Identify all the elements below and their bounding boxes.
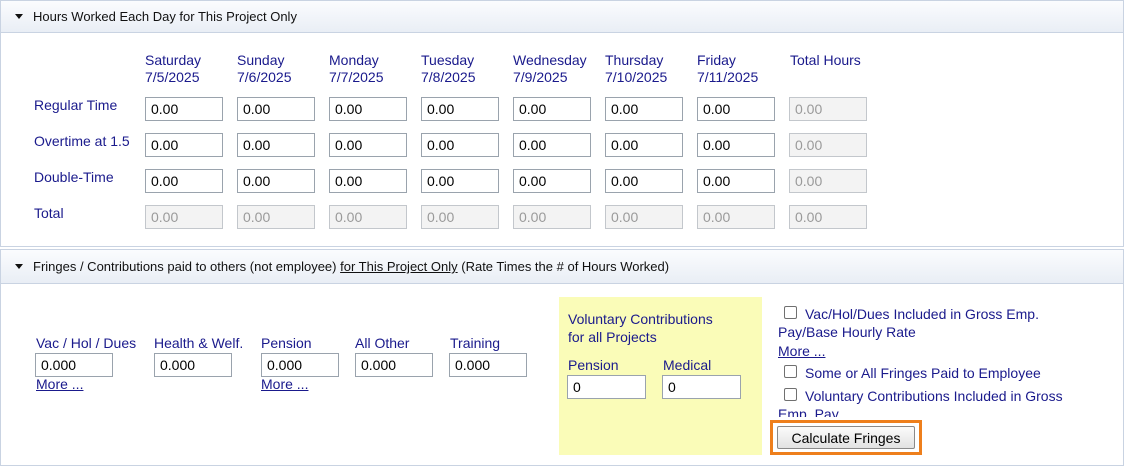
regular-time-friday-input[interactable] <box>697 97 775 121</box>
day-name: Sunday <box>237 52 285 68</box>
fringes-title-underlined: for This Project Only <box>340 259 458 274</box>
double-time-sunday-input[interactable] <box>237 169 315 193</box>
day-header-monday: Monday 7/7/2025 <box>329 52 384 86</box>
row-label-overtime: Overtime at 1.5 <box>34 133 130 149</box>
vac-hol-dues-label: Vac / Hol / Dues <box>36 335 137 351</box>
regular-time-tuesday-input[interactable] <box>421 97 499 121</box>
voluntary-pension-input[interactable] <box>567 375 646 399</box>
overtime-thursday-input[interactable] <box>605 133 683 157</box>
double-time-monday-input[interactable] <box>329 169 407 193</box>
regular-time-total-field <box>789 97 867 121</box>
day-header-sunday: Sunday 7/6/2025 <box>237 52 292 86</box>
health-welfare-label: Health & Welf. <box>154 335 244 351</box>
row-label-regular-time: Regular Time <box>34 97 118 113</box>
voluntary-medical-input[interactable] <box>662 375 741 399</box>
double-time-thursday-input[interactable] <box>605 169 683 193</box>
grand-total-field <box>789 205 867 229</box>
hours-panel-header[interactable]: Hours Worked Each Day for This Project O… <box>0 0 1124 33</box>
total-tuesday-field <box>421 205 499 229</box>
voluntary-heading-line1: Voluntary Contributions <box>568 311 713 327</box>
row-label-total: Total <box>34 205 64 221</box>
regular-time-saturday-input[interactable] <box>145 97 223 121</box>
overtime-monday-input[interactable] <box>329 133 407 157</box>
day-name: Friday <box>697 52 736 68</box>
day-header-wednesday: Wednesday 7/9/2025 <box>513 52 587 86</box>
voluntary-heading-line2: for all Projects <box>568 329 657 345</box>
row-label-double-time: Double-Time <box>34 169 114 185</box>
regular-time-monday-input[interactable] <box>329 97 407 121</box>
vac-included-label-line2: Pay/Base Hourly Rate <box>778 324 916 340</box>
double-time-tuesday-input[interactable] <box>421 169 499 193</box>
day-header-tuesday: Tuesday 7/8/2025 <box>421 52 476 86</box>
vac-included-checkbox[interactable] <box>784 306 797 319</box>
day-date: 7/5/2025 <box>145 69 200 85</box>
voluntary-pension-label: Pension <box>568 357 619 373</box>
total-monday-field <box>329 205 407 229</box>
double-time-saturday-input[interactable] <box>145 169 223 193</box>
voluntary-included-label-line2: Emp. Pay <box>778 406 839 417</box>
vac-hol-dues-input[interactable] <box>35 353 113 377</box>
day-date: 7/10/2025 <box>605 69 668 85</box>
vac-included-more-link[interactable]: More ... <box>778 343 826 359</box>
total-hours-header: Total Hours <box>790 52 861 68</box>
total-sunday-field <box>237 205 315 229</box>
day-name: Monday <box>329 52 379 68</box>
day-name: Saturday <box>145 52 202 68</box>
day-date: 7/6/2025 <box>237 69 292 85</box>
day-date: 7/11/2025 <box>697 69 759 85</box>
pension-label: Pension <box>261 335 312 351</box>
day-date: 7/9/2025 <box>513 69 568 85</box>
day-header-thursday: Thursday 7/10/2025 <box>605 52 667 86</box>
hours-panel-title: Hours Worked Each Day for This Project O… <box>33 9 297 24</box>
regular-time-sunday-input[interactable] <box>237 97 315 121</box>
collapse-triangle-icon[interactable] <box>15 14 23 19</box>
fringes-panel-header[interactable]: Fringes / Contributions paid to others (… <box>0 249 1124 284</box>
overtime-wednesday-input[interactable] <box>513 133 591 157</box>
all-other-label: All Other <box>355 335 410 351</box>
all-other-input[interactable] <box>355 353 433 377</box>
vac-more-link[interactable]: More ... <box>36 376 84 392</box>
total-friday-field <box>697 205 775 229</box>
collapse-triangle-icon[interactable] <box>15 264 23 269</box>
overtime-sunday-input[interactable] <box>237 133 315 157</box>
day-header-friday: Friday 7/11/2025 <box>697 52 758 86</box>
day-name: Tuesday <box>421 52 475 68</box>
some-all-fringes-label: Some or All Fringes Paid to Employee <box>805 365 1041 381</box>
some-all-fringes-checkbox[interactable] <box>784 365 797 378</box>
training-input[interactable] <box>449 353 527 377</box>
pension-input[interactable] <box>261 353 339 377</box>
pension-more-link[interactable]: More ... <box>261 376 309 392</box>
training-label: Training <box>450 335 501 351</box>
day-name: Wednesday <box>513 52 587 68</box>
calculate-fringes-button[interactable]: Calculate Fringes <box>777 426 915 449</box>
vac-included-label-line1: Vac/Hol/Dues Included in Gross Emp. <box>805 306 1039 322</box>
double-time-wednesday-input[interactable] <box>513 169 591 193</box>
health-welfare-input[interactable] <box>154 353 232 377</box>
total-wednesday-field <box>513 205 591 229</box>
fringes-title-start: Fringes / Contributions paid to others (… <box>33 259 341 274</box>
day-date: 7/8/2025 <box>421 69 476 85</box>
total-thursday-field <box>605 205 683 229</box>
double-time-friday-input[interactable] <box>697 169 775 193</box>
total-saturday-field <box>145 205 223 229</box>
day-name: Thursday <box>605 52 664 68</box>
voluntary-included-label-line1: Voluntary Contributions Included in Gros… <box>805 388 1063 404</box>
overtime-tuesday-input[interactable] <box>421 133 499 157</box>
overtime-friday-input[interactable] <box>697 133 775 157</box>
calculate-fringes-highlight: Calculate Fringes <box>770 420 922 455</box>
fringes-panel-title: Fringes / Contributions paid to others (… <box>33 259 669 274</box>
fringes-title-end: (Rate Times the # of Hours Worked) <box>457 259 670 274</box>
voluntary-included-checkbox[interactable] <box>784 388 797 401</box>
double-time-total-field <box>789 169 867 193</box>
regular-time-wednesday-input[interactable] <box>513 97 591 121</box>
overtime-saturday-input[interactable] <box>145 133 223 157</box>
day-date: 7/7/2025 <box>329 69 384 85</box>
regular-time-thursday-input[interactable] <box>605 97 683 121</box>
overtime-total-field <box>789 133 867 157</box>
voluntary-medical-label: Medical <box>663 357 712 373</box>
day-header-saturday: Saturday 7/5/2025 <box>145 52 201 86</box>
